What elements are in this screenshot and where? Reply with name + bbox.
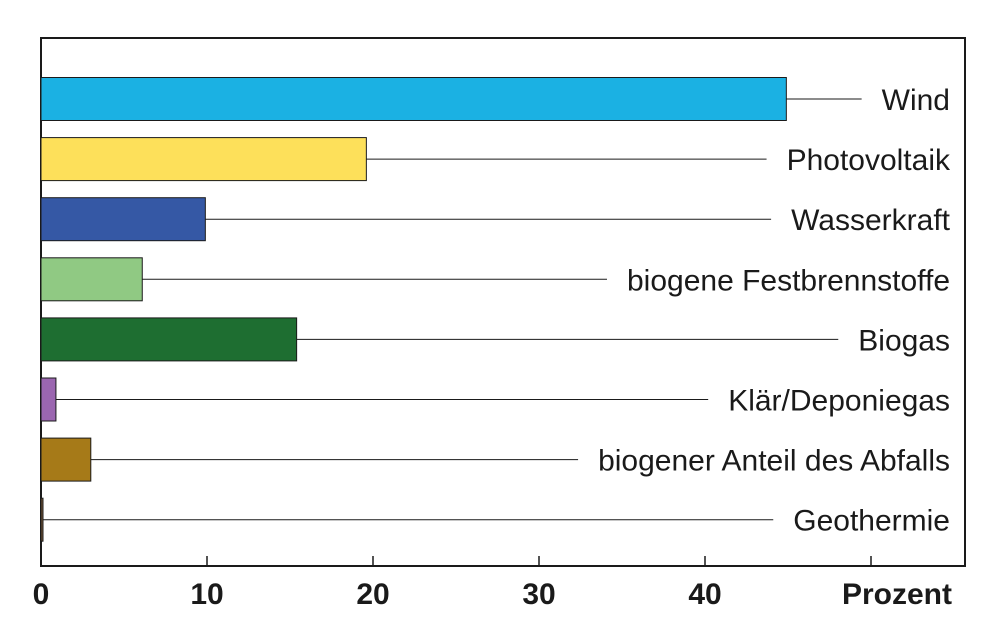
bar	[40, 497, 44, 542]
category-label: Biogas	[858, 324, 950, 357]
bars	[40, 77, 787, 542]
bar	[40, 137, 367, 182]
bar	[40, 437, 92, 482]
category-label: Geothermie	[793, 505, 950, 538]
category-label: biogene Festbrennstoffe	[627, 264, 950, 297]
category-label: Photovoltaik	[787, 144, 951, 177]
x-tick-label: 0	[33, 578, 50, 611]
category-label: biogener Anteil des Abfalls	[598, 445, 950, 478]
x-tick-label: 10	[190, 578, 223, 611]
leader-lines	[42, 98, 862, 521]
plot-frame	[40, 37, 966, 567]
bar	[40, 197, 206, 242]
x-tick-label: 40	[688, 578, 721, 611]
category-label: Wind	[882, 84, 950, 117]
x-axis-title: Prozent	[842, 578, 952, 611]
bar	[40, 77, 787, 121]
x-axis-ticks	[40, 556, 872, 566]
bar	[40, 257, 143, 302]
x-tick-label: 20	[356, 578, 389, 611]
x-axis-tick-labels: 0 10 20 30 40	[33, 578, 722, 611]
category-labels: Wind Photovoltaik Wasserkraft biogene Festb…	[598, 84, 951, 538]
bar	[40, 317, 298, 362]
category-label: Wasserkraft	[791, 204, 951, 237]
x-tick-label: 30	[522, 578, 555, 611]
category-label: Klär/Deponiegas	[728, 385, 950, 418]
bar	[40, 377, 57, 422]
